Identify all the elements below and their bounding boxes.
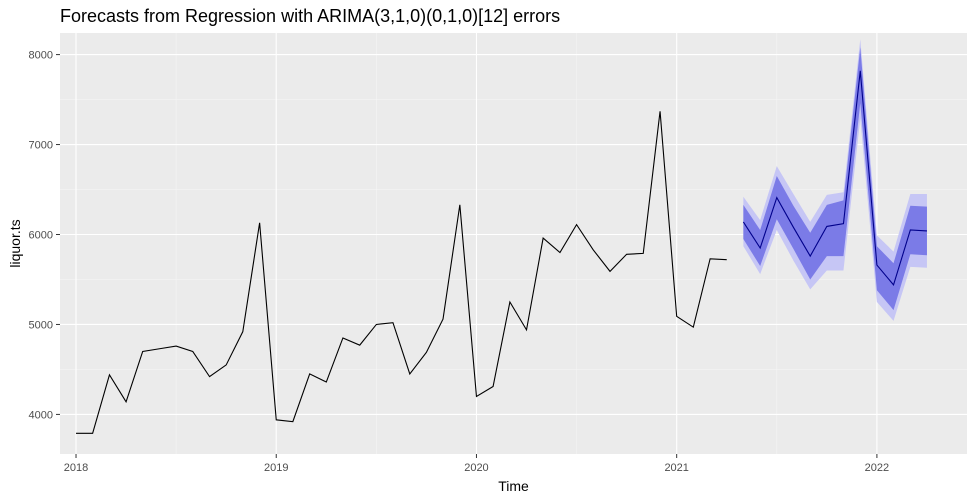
y-tick-label: 5000 [29,319,53,331]
y-axis-title: liquor.ts [7,219,23,267]
forecast-band-95 [743,39,927,321]
x-tick-label: 2021 [664,462,688,474]
x-tick-label: 2019 [264,462,288,474]
x-axis-ticks: 2018 2019 2020 2021 2022 [64,454,889,474]
y-tick-label: 4000 [29,409,53,421]
x-axis-title: Time [498,478,529,494]
y-axis-ticks: 4000 5000 6000 7000 8000 [29,50,60,421]
x-tick-label: 2020 [464,462,488,474]
x-tick-label: 2022 [865,462,889,474]
y-tick-label: 8000 [29,50,53,62]
y-tick-label: 7000 [29,140,53,152]
minor-gridlines [60,33,967,454]
history-line [76,111,727,434]
y-tick-label: 6000 [29,230,53,242]
forecast-mean-line [742,70,927,287]
x-tick-label: 2018 [64,462,88,474]
chart-title: Forecasts from Regression with ARIMA(3,1… [60,6,560,26]
